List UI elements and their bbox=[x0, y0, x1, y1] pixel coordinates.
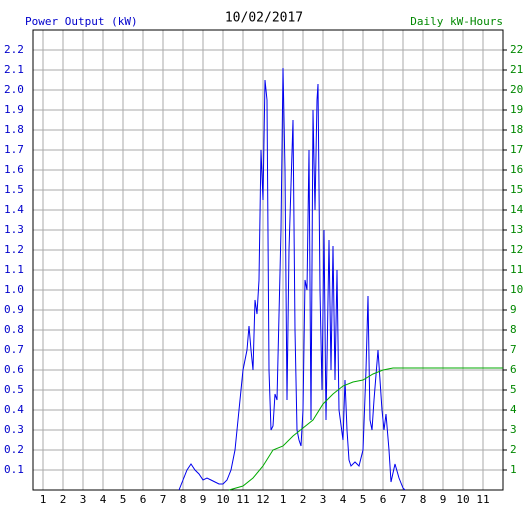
y-tick-label: 0.5 bbox=[4, 383, 24, 396]
x-tick-label: 5 bbox=[120, 493, 127, 506]
y-tick-label: 1.7 bbox=[4, 143, 24, 156]
y-tick-label: 0.3 bbox=[4, 423, 24, 436]
x-tick-label: 6 bbox=[380, 493, 387, 506]
y-tick-label: 2.1 bbox=[4, 63, 24, 76]
y-tick-label: 0.1 bbox=[4, 463, 24, 476]
x-tick-label: 4 bbox=[100, 493, 107, 506]
y2-tick-label: 13 bbox=[510, 223, 523, 236]
x-tick-label: 8 bbox=[180, 493, 187, 506]
y2-tick-label: 16 bbox=[510, 163, 523, 176]
y-axis-label: Power Output (kW) bbox=[25, 15, 138, 28]
x-tick-label: 1 bbox=[40, 493, 47, 506]
y2-tick-label: 10 bbox=[510, 283, 523, 296]
y-tick-label: 0.7 bbox=[4, 343, 24, 356]
y-tick-label: 2.0 bbox=[4, 83, 24, 96]
x-tick-label: 6 bbox=[140, 493, 147, 506]
y2-tick-label: 11 bbox=[510, 263, 523, 276]
y-tick-label: 1.0 bbox=[4, 283, 24, 296]
y2-tick-label: 7 bbox=[510, 343, 517, 356]
y2-tick-label: 17 bbox=[510, 143, 523, 156]
y2-tick-label: 12 bbox=[510, 243, 523, 256]
y2-tick-label: 4 bbox=[510, 403, 517, 416]
x-tick-label: 9 bbox=[440, 493, 447, 506]
x-tick-label: 2 bbox=[60, 493, 67, 506]
x-tick-label: 4 bbox=[340, 493, 347, 506]
y-tick-label: 0.4 bbox=[4, 403, 24, 416]
y-tick-label: 1.5 bbox=[4, 183, 24, 196]
x-tick-label: 11 bbox=[236, 493, 249, 506]
x-tick-label: 11 bbox=[476, 493, 489, 506]
data-line bbox=[228, 367, 503, 491]
x-tick-label: 8 bbox=[420, 493, 427, 506]
x-tick-label: 3 bbox=[320, 493, 327, 506]
x-tick-label: 12 bbox=[256, 493, 269, 506]
y-tick-label: 1.3 bbox=[4, 223, 24, 236]
y-tick-label: 1.9 bbox=[4, 103, 24, 116]
y2-tick-label: 21 bbox=[510, 63, 523, 76]
y-tick-label: 2.2 bbox=[4, 43, 24, 56]
y2-tick-label: 20 bbox=[510, 83, 523, 96]
y2-tick-label: 6 bbox=[510, 363, 517, 376]
y-tick-label: 0.2 bbox=[4, 443, 24, 456]
y-tick-label: 1.8 bbox=[4, 123, 24, 136]
x-tick-label: 5 bbox=[360, 493, 367, 506]
x-tick-label: 10 bbox=[216, 493, 229, 506]
y2-tick-label: 14 bbox=[510, 203, 524, 216]
y2-tick-label: 22 bbox=[510, 43, 523, 56]
chart-title: 10/02/2017 bbox=[225, 11, 303, 26]
x-tick-label: 10 bbox=[456, 493, 469, 506]
x-tick-label: 2 bbox=[300, 493, 307, 506]
y-tick-label: 1.2 bbox=[4, 243, 24, 256]
x-tick-label: 1 bbox=[280, 493, 287, 506]
x-tick-label: 7 bbox=[160, 493, 167, 506]
plot-frame bbox=[32, 29, 504, 491]
x-tick-label: 7 bbox=[400, 493, 407, 506]
y-tick-label: 1.1 bbox=[4, 263, 24, 276]
x-tick-label: 3 bbox=[80, 493, 87, 506]
y-tick-label: 0.8 bbox=[4, 323, 24, 336]
y-tick-label: 0.9 bbox=[4, 303, 24, 316]
y2-axis-label: Daily kW-Hours bbox=[410, 15, 503, 28]
y-tick-label: 1.6 bbox=[4, 163, 24, 176]
y-tick-label: 1.4 bbox=[4, 203, 24, 216]
y2-tick-label: 1 bbox=[510, 463, 517, 476]
y2-tick-label: 15 bbox=[510, 183, 523, 196]
y2-tick-label: 5 bbox=[510, 383, 517, 396]
x-tick-label: 9 bbox=[200, 493, 207, 506]
y2-tick-label: 9 bbox=[510, 303, 517, 316]
data-line bbox=[178, 67, 406, 491]
y2-tick-label: 3 bbox=[510, 423, 517, 436]
y2-tick-label: 18 bbox=[510, 123, 523, 136]
y2-tick-label: 19 bbox=[510, 103, 523, 116]
y-tick-label: 0.6 bbox=[4, 363, 24, 376]
y2-tick-label: 2 bbox=[510, 443, 517, 456]
y2-tick-label: 8 bbox=[510, 323, 517, 336]
